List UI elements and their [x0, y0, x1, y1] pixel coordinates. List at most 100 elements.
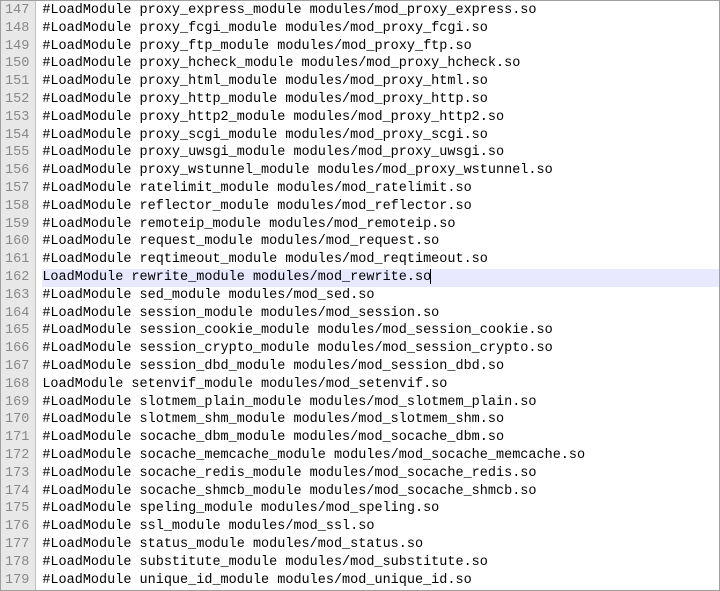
line-number: 150 [5, 55, 29, 73]
line-number: 179 [5, 572, 29, 590]
code-line[interactable]: #LoadModule socache_dbm_module modules/m… [42, 429, 719, 447]
code-line[interactable]: #LoadModule slotmem_plain_module modules… [42, 394, 719, 412]
line-number: 149 [5, 38, 29, 56]
code-text: #LoadModule request_module modules/mod_r… [42, 234, 439, 249]
code-line[interactable]: #LoadModule socache_memcache_module modu… [42, 447, 719, 465]
line-number: 155 [5, 144, 29, 162]
code-text: #LoadModule session_dbd_module modules/m… [42, 359, 504, 374]
line-number: 169 [5, 394, 29, 412]
code-line[interactable]: #LoadModule status_module modules/mod_st… [42, 536, 719, 554]
line-number: 174 [5, 483, 29, 501]
code-line[interactable]: LoadModule rewrite_module modules/mod_re… [42, 269, 719, 287]
code-line[interactable]: #LoadModule ssl_module modules/mod_ssl.s… [42, 518, 719, 536]
code-line[interactable]: #LoadModule session_crypto_module module… [42, 340, 719, 358]
code-line[interactable]: #LoadModule proxy_http2_module modules/m… [42, 109, 719, 127]
code-text: #LoadModule socache_redis_module modules… [42, 466, 536, 481]
code-text: LoadModule setenvif_module modules/mod_s… [42, 377, 447, 392]
line-number: 157 [5, 180, 29, 198]
code-line[interactable]: #LoadModule sed_module modules/mod_sed.s… [42, 287, 719, 305]
line-number: 166 [5, 340, 29, 358]
line-number: 177 [5, 536, 29, 554]
code-text: #LoadModule reqtimeout_module modules/mo… [42, 252, 488, 267]
code-line[interactable]: #LoadModule socache_shmcb_module modules… [42, 483, 719, 501]
line-number: 164 [5, 305, 29, 323]
code-text: #LoadModule ratelimit_module modules/mod… [42, 181, 471, 196]
code-line[interactable]: #LoadModule proxy_uwsgi_module modules/m… [42, 144, 719, 162]
code-line[interactable]: #LoadModule proxy_hcheck_module modules/… [42, 55, 719, 73]
line-number: 147 [5, 2, 29, 20]
line-number: 176 [5, 518, 29, 536]
code-text: #LoadModule proxy_fcgi_module modules/mo… [42, 21, 488, 36]
code-text: #LoadModule proxy_hcheck_module modules/… [42, 56, 520, 71]
code-area[interactable]: #LoadModule proxy_express_module modules… [36, 1, 719, 590]
code-text: #LoadModule slotmem_shm_module modules/m… [42, 412, 504, 427]
code-line[interactable]: #LoadModule proxy_http_module modules/mo… [42, 91, 719, 109]
code-line[interactable]: #LoadModule session_dbd_module modules/m… [42, 358, 719, 376]
code-editor: 1471481491501511521531541551561571581591… [0, 0, 720, 591]
code-text: #LoadModule sed_module modules/mod_sed.s… [42, 288, 374, 303]
code-line[interactable]: #LoadModule remoteip_module modules/mod_… [42, 216, 719, 234]
line-number: 170 [5, 411, 29, 429]
line-number: 163 [5, 287, 29, 305]
code-line[interactable]: #LoadModule reflector_module modules/mod… [42, 198, 719, 216]
code-line[interactable]: #LoadModule proxy_scgi_module modules/mo… [42, 127, 719, 145]
line-number: 148 [5, 20, 29, 38]
code-text: #LoadModule proxy_html_module modules/mo… [42, 74, 488, 89]
code-text: #LoadModule remoteip_module modules/mod_… [42, 217, 455, 232]
line-number: 159 [5, 216, 29, 234]
code-text: #LoadModule socache_dbm_module modules/m… [42, 430, 504, 445]
code-text: #LoadModule unique_id_module modules/mod… [42, 573, 471, 588]
code-text: #LoadModule proxy_express_module modules… [42, 3, 536, 18]
code-line[interactable]: #LoadModule proxy_html_module modules/mo… [42, 73, 719, 91]
code-text: #LoadModule socache_memcache_module modu… [42, 448, 585, 463]
line-number: 161 [5, 251, 29, 269]
line-number: 152 [5, 91, 29, 109]
line-number: 171 [5, 429, 29, 447]
code-text: #LoadModule socache_shmcb_module modules… [42, 484, 536, 499]
line-number: 167 [5, 358, 29, 376]
code-text: #LoadModule session_crypto_module module… [42, 341, 552, 356]
code-line[interactable]: #LoadModule substitute_module modules/mo… [42, 554, 719, 572]
code-text: #LoadModule proxy_scgi_module modules/mo… [42, 128, 488, 143]
code-text: #LoadModule reflector_module modules/mod… [42, 199, 471, 214]
code-line[interactable]: #LoadModule proxy_ftp_module modules/mod… [42, 38, 719, 56]
code-text: #LoadModule ssl_module modules/mod_ssl.s… [42, 519, 374, 534]
code-text: #LoadModule slotmem_plain_module modules… [42, 395, 536, 410]
line-number: 168 [5, 376, 29, 394]
code-text: #LoadModule proxy_wstunnel_module module… [42, 163, 552, 178]
code-line[interactable]: #LoadModule session_cookie_module module… [42, 322, 719, 340]
code-line[interactable]: #LoadModule unique_id_module modules/mod… [42, 572, 719, 590]
line-number: 158 [5, 198, 29, 216]
line-number: 178 [5, 554, 29, 572]
code-line[interactable]: #LoadModule session_module modules/mod_s… [42, 305, 719, 323]
line-number: 165 [5, 322, 29, 340]
code-text: #LoadModule status_module modules/mod_st… [42, 537, 423, 552]
code-line[interactable]: #LoadModule ratelimit_module modules/mod… [42, 180, 719, 198]
code-text: #LoadModule proxy_ftp_module modules/mod… [42, 39, 471, 54]
line-number: 173 [5, 465, 29, 483]
code-line[interactable]: #LoadModule slotmem_shm_module modules/m… [42, 411, 719, 429]
code-line[interactable]: #LoadModule proxy_fcgi_module modules/mo… [42, 20, 719, 38]
code-line[interactable]: #LoadModule request_module modules/mod_r… [42, 233, 719, 251]
code-line[interactable]: #LoadModule proxy_wstunnel_module module… [42, 162, 719, 180]
code-text: #LoadModule proxy_uwsgi_module modules/m… [42, 145, 504, 160]
line-number: 151 [5, 73, 29, 91]
code-text: #LoadModule proxy_http2_module modules/m… [42, 110, 504, 125]
line-number: 162 [5, 269, 29, 287]
line-number-gutter: 1471481491501511521531541551561571581591… [1, 1, 36, 590]
code-line[interactable]: #LoadModule socache_redis_module modules… [42, 465, 719, 483]
code-text: #LoadModule session_cookie_module module… [42, 323, 552, 338]
code-text: #LoadModule session_module modules/mod_s… [42, 306, 439, 321]
code-line[interactable]: #LoadModule proxy_express_module modules… [42, 2, 719, 20]
line-number: 156 [5, 162, 29, 180]
code-line[interactable]: LoadModule setenvif_module modules/mod_s… [42, 376, 719, 394]
text-cursor [430, 269, 431, 284]
code-line[interactable]: #LoadModule reqtimeout_module modules/mo… [42, 251, 719, 269]
line-number: 153 [5, 109, 29, 127]
line-number: 175 [5, 500, 29, 518]
line-number: 154 [5, 127, 29, 145]
line-number: 172 [5, 447, 29, 465]
line-number: 160 [5, 233, 29, 251]
code-line[interactable]: #LoadModule speling_module modules/mod_s… [42, 500, 719, 518]
code-text: LoadModule rewrite_module modules/mod_re… [42, 270, 431, 285]
